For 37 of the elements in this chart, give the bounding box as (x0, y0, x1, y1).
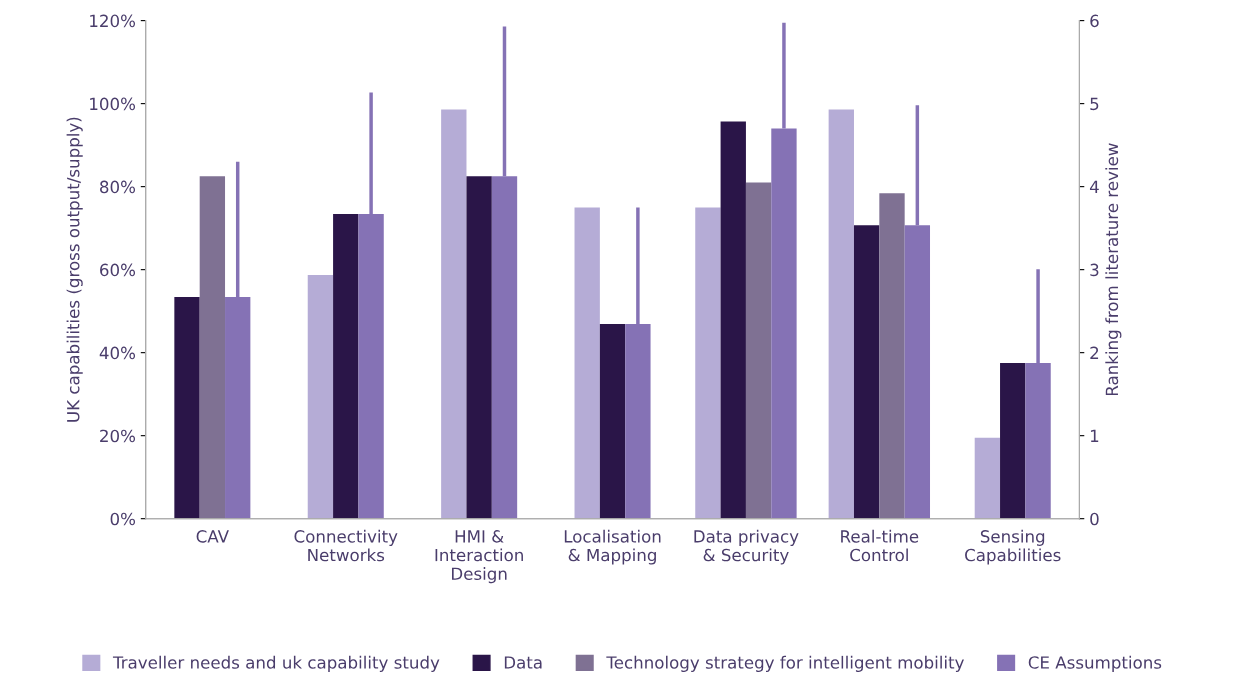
legend-label: Data (504, 656, 542, 669)
x-tick-label: HMI & Interaction Design (435, 530, 523, 584)
bar (574, 207, 600, 519)
y2-tick-label: 6 (1090, 14, 1099, 28)
bar (599, 324, 626, 519)
x-tick-label: CAV (196, 530, 229, 543)
y-tick-label: 0% (110, 512, 136, 526)
y2-tick-label: 0 (1090, 512, 1099, 526)
bar (441, 109, 467, 519)
legend-label: CE Assumptions (1028, 655, 1162, 672)
y2-tick-label: 1 (1090, 429, 1099, 442)
y2-axis-title: Ranking from literature review (1105, 143, 1122, 396)
x-tick-label: Sensing Capabilities (965, 529, 1061, 565)
x-tick-label: Localisation & Mapping (564, 529, 661, 565)
y-axis-title: UK capabilities (gross output/supply) (66, 117, 83, 422)
bar (466, 176, 492, 519)
bar (307, 275, 334, 519)
y2-tick-label: 2 (1090, 346, 1099, 359)
y-tick-label: 40% (99, 346, 136, 360)
y-tick-label: 100% (90, 97, 136, 111)
y-tick-label: 80% (100, 180, 136, 194)
bar (333, 214, 359, 519)
y-tick-label: 60% (100, 263, 136, 277)
legend-label: Technology strategy for intelligent mobility (606, 655, 964, 672)
x-tick-label: Data privacy & Security (694, 529, 799, 565)
bar (879, 193, 905, 519)
y-tick-label: 20% (100, 429, 136, 443)
bar (974, 437, 1001, 519)
legend-label: Traveller needs and uk capability study (112, 655, 440, 672)
y2-tick-label: 5 (1090, 97, 1099, 111)
y-tick-label: 120% (90, 14, 136, 28)
y2-tick-label: 4 (1089, 180, 1099, 193)
x-tick-label: Connectivity Networks (294, 529, 398, 562)
bar (745, 182, 772, 519)
x-tick-label: Real-time Control (841, 529, 919, 562)
y2-tick-label: 3 (1090, 263, 1099, 277)
bar (1000, 363, 1026, 519)
